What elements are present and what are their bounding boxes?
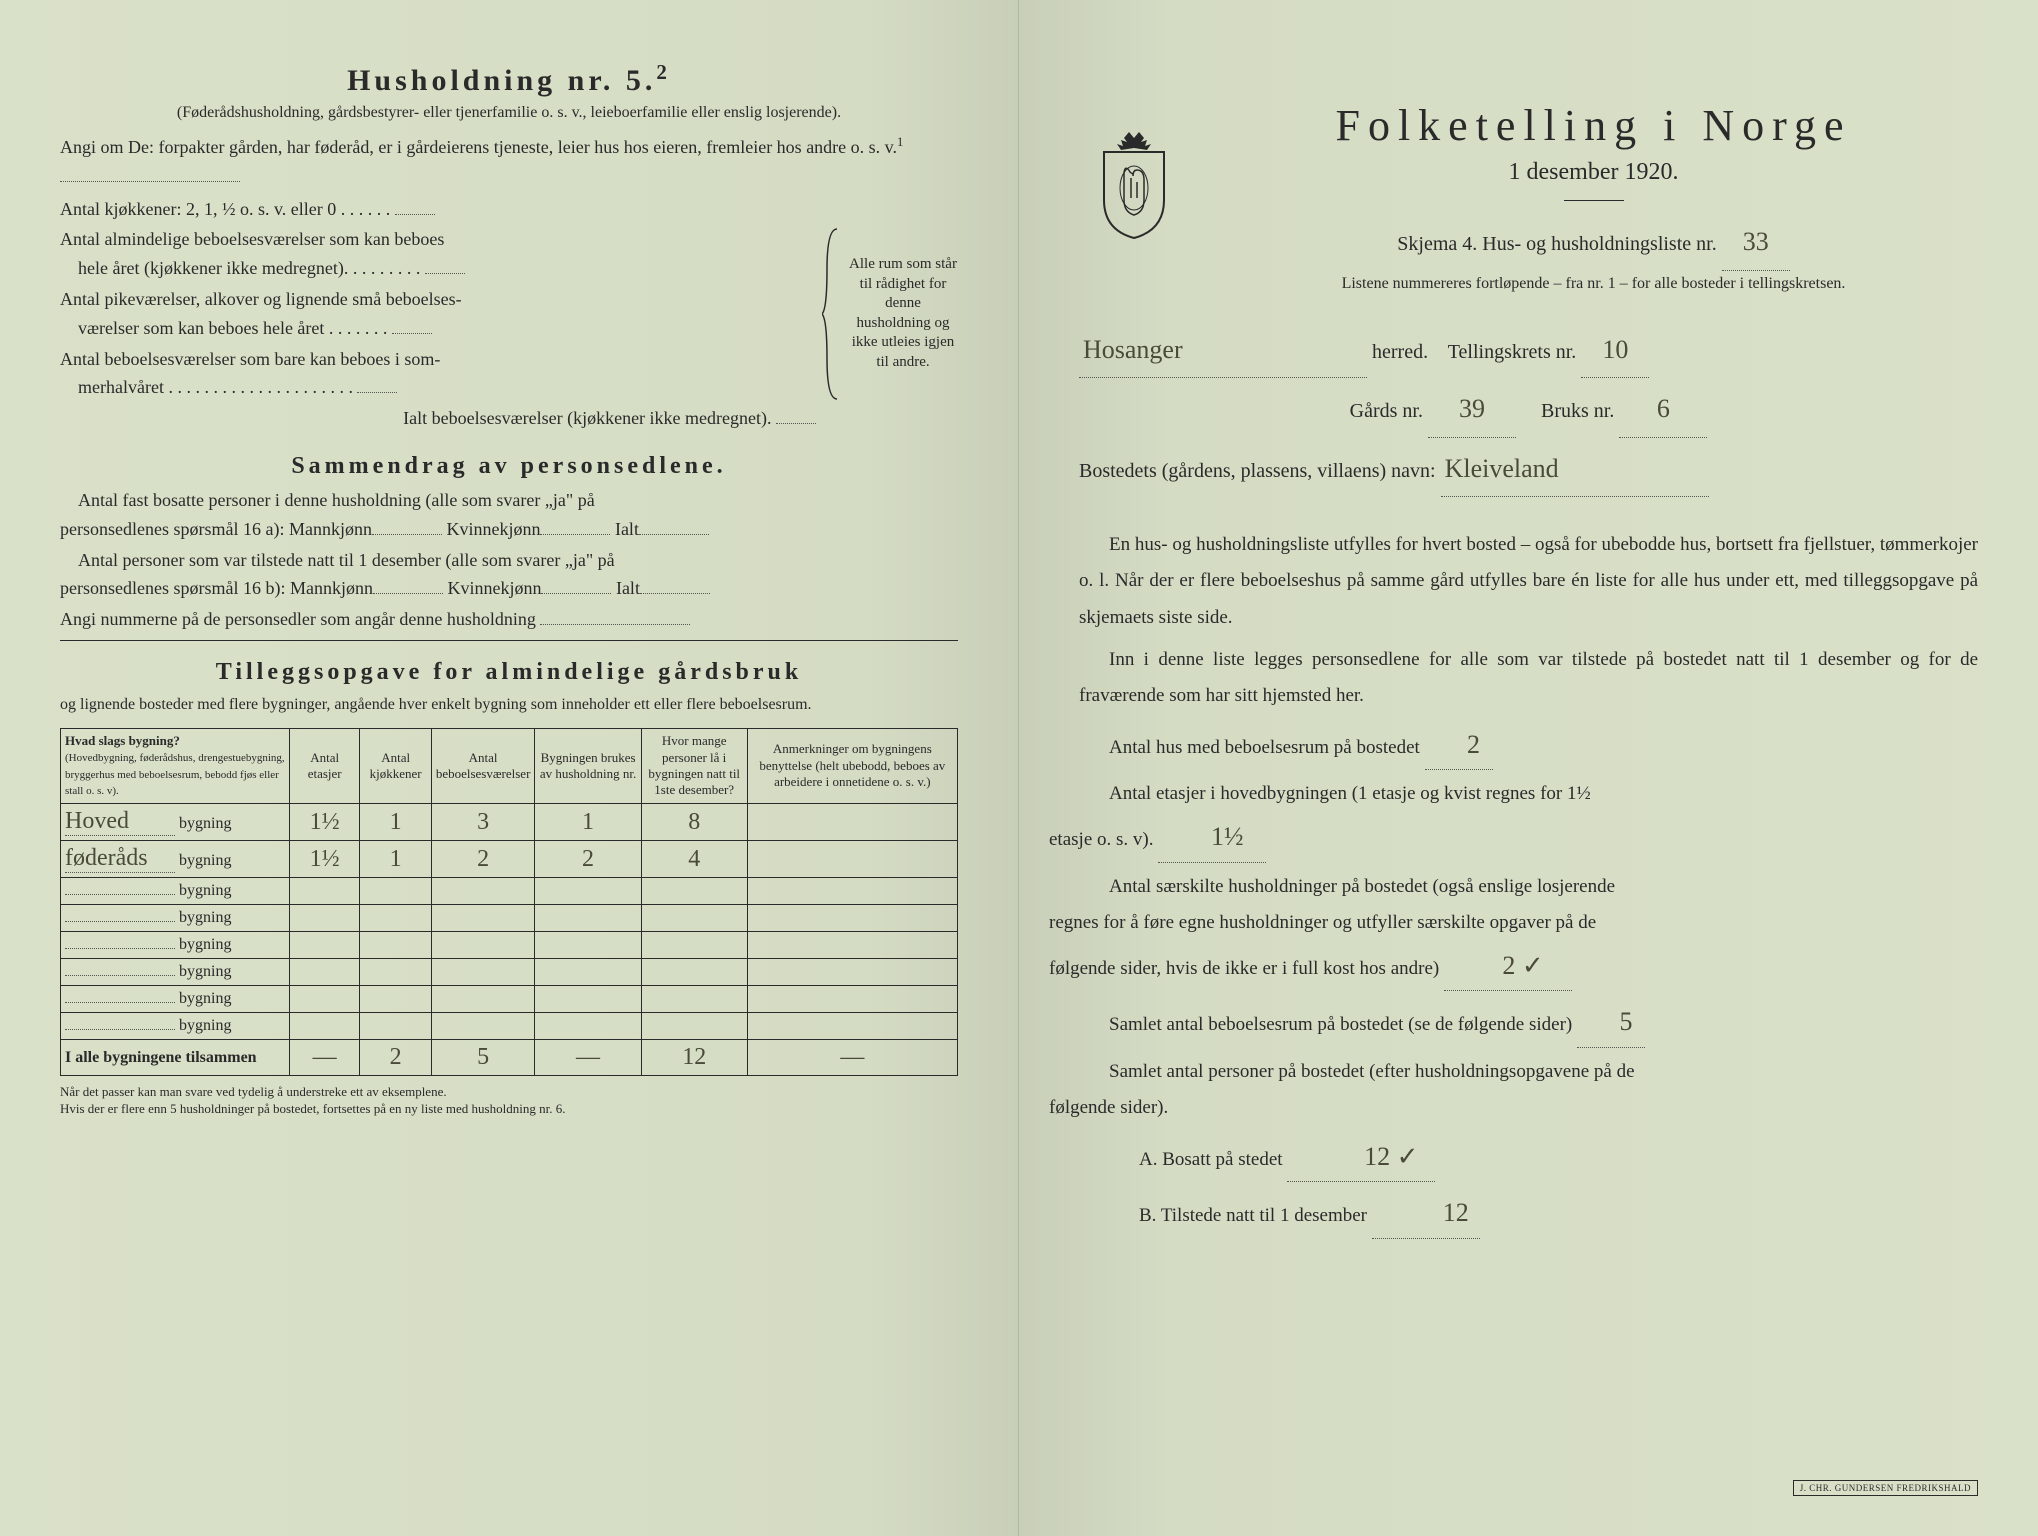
table-row: bygning	[61, 932, 958, 959]
table-row: bygning	[61, 986, 958, 1013]
table-total-row: I alle bygningene tilsammen — 2 5 — 12 —	[61, 1040, 958, 1076]
ialt-line: Ialt beboelsesværelser (kjøkkener ikke m…	[60, 404, 816, 433]
brace-text: Alle rum som står til rådighet for denne…	[848, 255, 958, 372]
q-hushold-val: 2 ✓	[1444, 941, 1572, 991]
tellingskrets-nr: 10	[1581, 323, 1649, 379]
gards-nr: 39	[1428, 382, 1516, 438]
skjema-line: Skjema 4. Hus- og husholdningsliste nr. …	[1209, 215, 1978, 271]
brace-icon	[822, 224, 842, 404]
q-etasjer-val: 1½	[1158, 812, 1266, 862]
pike-line: Antal pikeværelser, alkover og lignende …	[60, 285, 816, 343]
rp-title: Folketelling i Norge	[1209, 100, 1978, 151]
herred-value: Hosanger	[1079, 323, 1367, 379]
bosted-line: Bostedets (gårdens, plassens, villaens) …	[1079, 442, 1978, 498]
document-spread: Husholdning nr. 5.2 (Føderådshusholdning…	[0, 0, 2038, 1536]
q-hus-val: 2	[1425, 720, 1493, 770]
table-row: bygning	[61, 959, 958, 986]
col6-header: Hvor mange personer lå i bygningen natt …	[641, 728, 747, 804]
table-row: bygning	[61, 1013, 958, 1040]
table-row: Hoved bygning1½1318	[61, 804, 958, 841]
bosted-value: Kleiveland	[1441, 442, 1709, 498]
title-wrap: Folketelling i Norge 1 desember 1920. Sk…	[1209, 90, 1978, 293]
s-line2: Antal personer som var tilstede natt til…	[60, 546, 958, 604]
skjema-nr: 33	[1722, 215, 1790, 271]
left-page: Husholdning nr. 5.2 (Føderådshusholdning…	[0, 0, 1019, 1536]
rp-header: Folketelling i Norge 1 desember 1920. Sk…	[1079, 90, 1978, 293]
gards-line: Gårds nr. 39 Bruks nr. 6	[1079, 382, 1978, 438]
listene-line: Listene nummereres fortløpende – fra nr.…	[1209, 275, 1978, 293]
crest-wrap	[1079, 90, 1189, 240]
right-page: Folketelling i Norge 1 desember 1920. Sk…	[1019, 0, 2038, 1536]
alm-line: Antal almindelige beboelsesværelser som …	[60, 225, 816, 283]
b-line: B. Tilstede natt til 1 desember 12	[1079, 1188, 1978, 1238]
tillegg-title: Tilleggsopgave for almindelige gårdsbruk	[60, 659, 958, 686]
q-etasjer: Antal etasjer i hovedbygningen (1 etasje…	[1079, 776, 1978, 862]
table-row: føderåds bygning1½1224	[61, 841, 958, 878]
footnotes: Når det passer kan man svare ved tydelig…	[60, 1084, 958, 1118]
b-val: 12	[1372, 1188, 1480, 1238]
s-line3: Angi nummerne på de personsedler som ang…	[60, 605, 958, 641]
s-line1: Antal fast bosatte personer i denne hush…	[60, 486, 958, 544]
para2: Inn i denne liste legges personsedlene f…	[1079, 642, 1978, 714]
h5-desc: (Føderådshusholdning, gårdsbestyrer- ell…	[60, 104, 958, 122]
col5-header: Bygningen brukes av husholdning nr.	[535, 728, 641, 804]
sammendrag-title: Sammendrag av personsedlene.	[60, 453, 958, 480]
room-block: Antal kjøkkener: 2, 1, ½ o. s. v. eller …	[60, 193, 958, 435]
q-samlet-val: 5	[1577, 997, 1645, 1047]
h5-sup: 2	[656, 60, 671, 84]
angi-intro: Angi om De: forpakter gården, har føderå…	[60, 132, 958, 191]
hr-icon	[1564, 200, 1624, 201]
herred-block: Hosanger herred. Tellingskrets nr. 10 Gå…	[1079, 323, 1978, 498]
tillegg-desc: og lignende bosteder med flere bygninger…	[60, 692, 958, 718]
q-personer: Samlet antal personer på bostedet (efter…	[1079, 1054, 1978, 1126]
room-lines: Antal kjøkkener: 2, 1, ½ o. s. v. eller …	[60, 193, 816, 435]
col4-header: Antal beboelsesværelser	[431, 728, 535, 804]
printer-stamp: J. CHR. GUNDERSEN FREDRIKSHALD	[1793, 1480, 1978, 1496]
rp-body: En hus- og husholdningsliste utfylles fo…	[1079, 527, 1978, 1238]
q-samlet: Samlet antal beboelsesrum på bostedet (s…	[1079, 997, 1978, 1047]
bygning-table: Hvad slags bygning? (Hovedbygning, føder…	[60, 728, 958, 1077]
h5-title-text: Husholdning nr. 5.	[347, 64, 656, 97]
col2-header: Antal etasjer	[289, 728, 360, 804]
a-line: A. Bosatt på stedet 12 ✓	[1079, 1132, 1978, 1182]
table-row: bygning	[61, 905, 958, 932]
q-hushold: Antal særskilte husholdninger på bostede…	[1079, 869, 1978, 992]
som-line: Antal beboelsesværelser som bare kan beb…	[60, 345, 816, 403]
bruks-nr: 6	[1619, 382, 1707, 438]
col7-header: Anmerkninger om bygningens benyttelse (h…	[747, 728, 957, 804]
h5-title: Husholdning nr. 5.2	[60, 60, 958, 98]
col1-header: Hvad slags bygning? (Hovedbygning, føder…	[61, 728, 290, 804]
q-hus: Antal hus med beboelsesrum på bostedet 2	[1079, 720, 1978, 770]
table-row: bygning	[61, 878, 958, 905]
crest-icon	[1089, 130, 1179, 240]
angi-fill	[60, 181, 240, 182]
col3-header: Antal kjøkkener	[360, 728, 431, 804]
a-val: 12 ✓	[1287, 1132, 1435, 1182]
para1: En hus- og husholdningsliste utfylles fo…	[1079, 527, 1978, 635]
herred-line: Hosanger herred. Tellingskrets nr. 10	[1079, 323, 1978, 379]
table-header-row: Hvad slags bygning? (Hovedbygning, føder…	[61, 728, 958, 804]
rp-date: 1 desember 1920.	[1209, 159, 1978, 186]
kj-line: Antal kjøkkener: 2, 1, ½ o. s. v. eller …	[60, 195, 816, 224]
